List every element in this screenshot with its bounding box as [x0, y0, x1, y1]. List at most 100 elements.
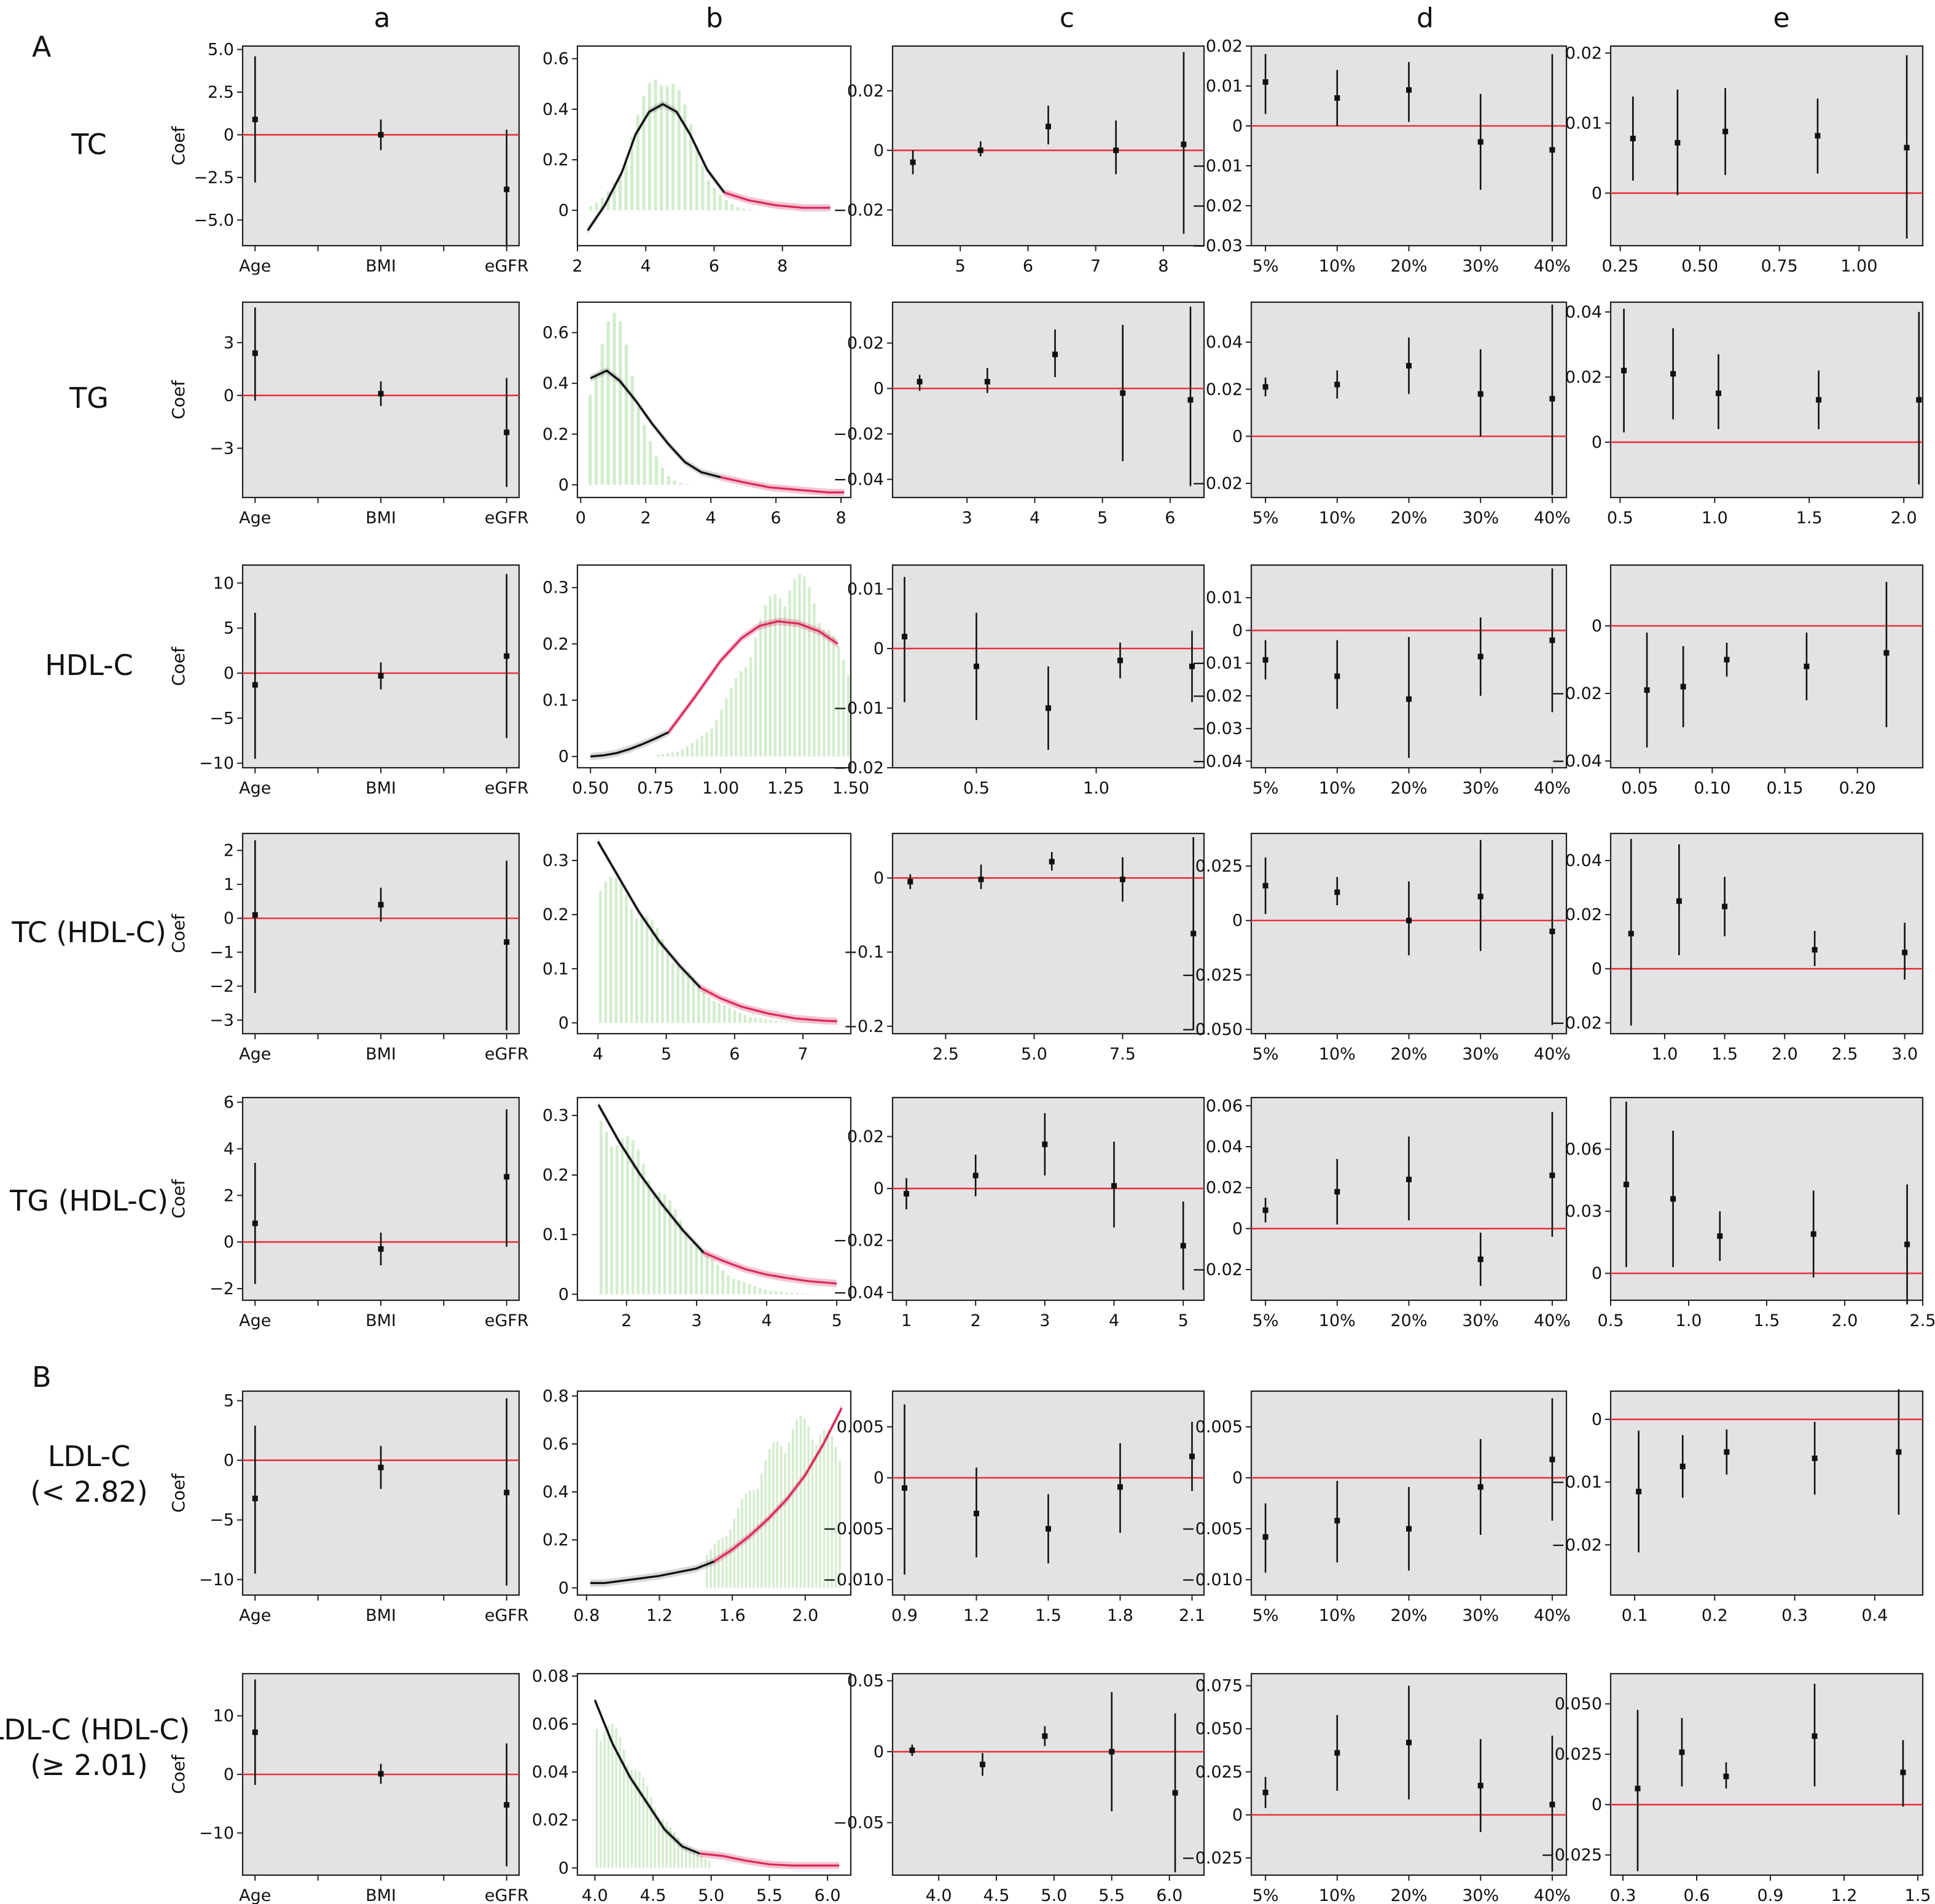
y-tick-label: 0.3 — [542, 851, 569, 870]
point-estimate — [1187, 397, 1194, 403]
plot-frame — [1609, 1672, 1924, 1876]
y-tick-label: 0 — [1592, 959, 1602, 978]
y-tick-label: 0.06 — [1565, 1140, 1602, 1159]
hist-bar — [774, 1291, 778, 1295]
hist-bar — [620, 1138, 624, 1295]
y-tick-label: 2.5 — [208, 83, 234, 102]
hist-bar — [803, 1418, 806, 1588]
hist-bar — [663, 1195, 666, 1295]
panel-r2-a: Age BMI eGFR 10 5 0 −5 −10 Coef — [168, 564, 529, 798]
plot-frame — [891, 832, 1205, 1035]
hist-bar — [800, 1293, 804, 1295]
point-estimate — [1334, 1188, 1340, 1195]
x-tick-label: 5% — [1253, 1045, 1279, 1064]
y-tick-label: 1 — [224, 875, 234, 894]
point-estimate — [1635, 1785, 1641, 1792]
panel-r2-d: 5% 10% 20% 30% 40% 0.01 0 −0.01 −0.02 −0.03 −0.04 — [1192, 564, 1571, 798]
y-tick-label: −0.025 — [1181, 966, 1243, 985]
y-tick-label: −0.01 — [833, 699, 884, 718]
y-axis-label: Coef — [168, 380, 189, 419]
y-tick-label: 0.01 — [1206, 77, 1243, 96]
hist-bar — [646, 1786, 649, 1868]
y-tick-label: −0.02 — [833, 1231, 884, 1250]
hist-bar — [643, 424, 646, 485]
hist-bar — [689, 124, 693, 211]
y-tick-label: −0.050 — [1181, 1020, 1243, 1039]
hist-bar — [758, 1287, 762, 1295]
x-tick-label: 30% — [1462, 1886, 1499, 1904]
y-tick-label: 0.1 — [542, 1225, 569, 1244]
hist-bar — [727, 1275, 730, 1295]
y-tick-label: 0 — [874, 639, 884, 658]
hist-bar — [630, 908, 633, 1023]
plot-frame — [891, 1672, 1205, 1876]
hist-bar — [695, 146, 698, 211]
hist-bar — [619, 1737, 622, 1868]
hist-bar — [799, 1416, 802, 1588]
panel-r0-d: 5% 10% 20% 30% 40% 0.02 0.01 0 −0.01 −0.02 −0.03 — [1192, 37, 1571, 276]
y-tick-label: 0.075 — [1195, 1677, 1243, 1696]
y-tick-label: 0.2 — [542, 634, 569, 654]
point-estimate — [1172, 1790, 1178, 1796]
curve-high-range — [699, 1852, 840, 1867]
y-tick-label: −0.03 — [1192, 236, 1243, 256]
hist-bar — [665, 85, 669, 211]
hist-bar — [780, 1292, 783, 1295]
x-tick-label: 0.50 — [572, 779, 609, 798]
y-tick-label: −0.02 — [1192, 474, 1243, 493]
x-tick-label: eGFR — [485, 779, 529, 798]
hist-bar — [818, 623, 821, 757]
y-axis-label: Coef — [168, 1179, 189, 1219]
x-tick-label: BMI — [366, 509, 396, 528]
hist-bar — [773, 594, 777, 757]
hist-bar — [713, 188, 716, 211]
y-axis-label: Coef — [168, 646, 189, 686]
x-tick-label: 3 — [691, 1311, 702, 1330]
x-tick-label: 0.25 — [1601, 257, 1638, 276]
hist-bar — [645, 916, 649, 1023]
x-tick-label: 0.6 — [1684, 1886, 1710, 1904]
hist-bar — [624, 157, 628, 211]
point-estimate — [1477, 894, 1484, 900]
row-label-3-0: TC (HDL-C) — [11, 916, 166, 949]
hist-bar — [808, 587, 811, 757]
x-tick-label: 30% — [1462, 1311, 1499, 1330]
point-estimate — [1715, 390, 1721, 396]
y-tick-label: −1 — [209, 943, 234, 962]
panel-label-B: B — [32, 1360, 52, 1394]
panel-r6-a: Age BMI eGFR 10 0 −10 Coef — [168, 1672, 529, 1904]
x-tick-label: 0.5 — [1607, 509, 1633, 528]
point-estimate — [1670, 371, 1676, 377]
hist-bar — [776, 1442, 779, 1588]
y-tick-label: 0 — [1232, 911, 1243, 931]
y-tick-label: 0 — [558, 1013, 569, 1032]
hist-bar — [730, 687, 733, 757]
panel-r6-e: 0.3 0.6 0.9 1.2 1.5 0.050 0.025 0 −0.025 — [1541, 1672, 1931, 1904]
point-estimate — [1406, 1526, 1412, 1532]
hist-bar — [640, 915, 644, 1023]
point-estimate — [504, 653, 510, 659]
panel-r4-b: 2 3 4 5 0 0.1 0.2 0.3 — [542, 1096, 852, 1330]
hist-bar — [721, 1270, 725, 1295]
point-estimate — [972, 1172, 979, 1179]
x-tick-label: 0.5 — [1598, 1311, 1624, 1330]
panel-r3-c: 2.5 5.0 7.5 0 −0.1 −0.2 — [843, 832, 1205, 1064]
y-tick-label: 2 — [224, 841, 234, 860]
hist-bar — [601, 197, 604, 211]
x-tick-label: BMI — [366, 1045, 396, 1064]
x-tick-label: 2.0 — [1891, 509, 1917, 528]
hist-bar — [715, 720, 718, 757]
x-tick-label: 0.3 — [1610, 1886, 1636, 1904]
plot-frame — [891, 301, 1205, 499]
y-tick-label: 0 — [224, 1233, 234, 1252]
x-tick-label: 3 — [962, 509, 972, 528]
point-estimate — [504, 1174, 510, 1180]
hist-bar — [790, 1021, 793, 1023]
hist-bar — [666, 753, 670, 757]
point-estimate — [1406, 918, 1412, 924]
hist-bar — [658, 1192, 661, 1295]
point-estimate — [1262, 883, 1268, 889]
hist-bar — [616, 1145, 619, 1295]
hist-bar — [612, 183, 616, 211]
hist-bar — [713, 1001, 716, 1023]
